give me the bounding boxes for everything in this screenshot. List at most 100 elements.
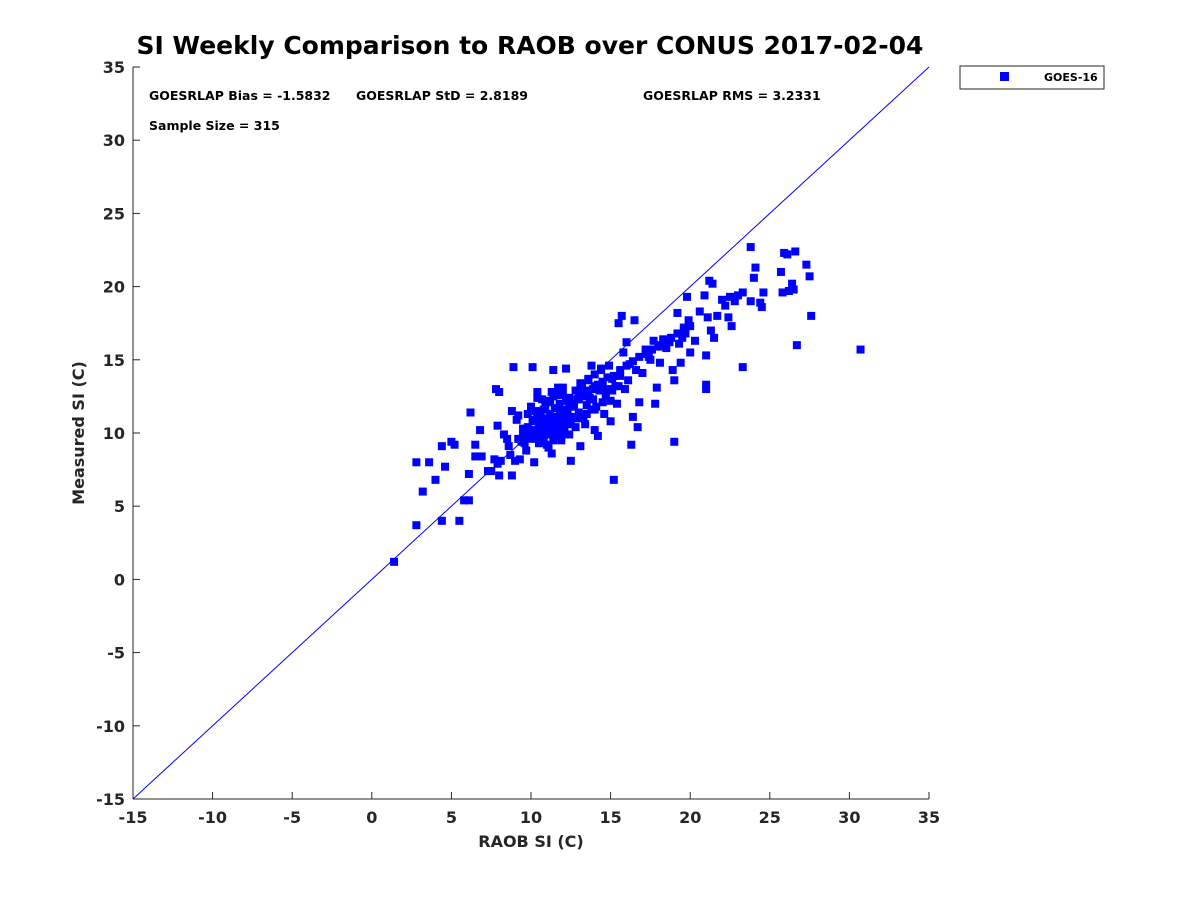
x-tick-label: 0 [366,808,377,827]
scatter-point [695,307,704,316]
scatter-point [528,415,537,424]
scatter-point [538,430,547,439]
scatter-point [412,458,421,467]
y-tick-label: 15 [103,351,125,370]
y-tick-label: -5 [107,644,125,663]
scatter-point [609,371,618,380]
scatter-point [721,301,730,310]
scatter-point [571,423,580,432]
scatter-point [746,243,755,252]
scatter-point [536,424,545,433]
scatter-point [702,380,711,389]
x-tick-label: 30 [838,808,860,827]
scatter-point [622,361,631,370]
scatter-point [547,388,556,397]
scatter-point [534,434,543,443]
scatter-point [493,421,502,430]
scatter-point [565,393,574,402]
scatter-point [574,395,583,404]
scatter-point [791,247,800,256]
scatter-point [617,311,626,320]
scatter-point [776,267,785,276]
scatter-point [598,398,607,407]
scatter-point [471,440,480,449]
scatter-point [450,440,459,449]
scatter-point [523,423,532,432]
scatter-point [702,351,711,360]
scatter-point [558,423,567,432]
scatter-point [651,399,660,408]
scatter-point [590,405,599,414]
scatter-point [654,341,663,350]
scatter-point [566,418,575,427]
scatter-point [533,408,542,417]
scatter-point [612,399,621,408]
scatter-point [702,385,711,394]
scatter-point [635,398,644,407]
legend-box [959,65,1105,90]
x-tick-label: 5 [446,808,457,827]
scatter-point [635,352,644,361]
scatter-point [630,316,639,325]
scatter-point [582,409,591,418]
scatter-point [706,326,715,335]
scatter-point [549,366,558,375]
scatter-point [673,329,682,338]
scatter-point [641,349,650,358]
plot-area: -15 -10 -5 0 5 10 15 20 25 30 35 -15 -10 -5 0 5 10 15 20 25… [96,58,940,827]
y-tick-label: 0 [114,570,125,589]
scatter-point [412,521,421,530]
x-tick-label: 15 [599,808,621,827]
scatter-point [584,388,593,397]
scatter-point [441,462,450,471]
scatter-point [555,399,564,408]
x-tick-label: -15 [119,808,148,827]
scatter-point [614,382,623,391]
scatter-point [595,386,604,395]
scatter-point [464,469,473,478]
scatter-point [530,458,539,467]
scatter-point [527,402,535,411]
scatter-point [514,411,523,420]
scatter-point [807,311,816,320]
scatter-point [528,363,537,372]
scatter-point [538,395,547,404]
scatter-point [566,456,575,465]
scatter-point [579,414,588,423]
scatter-point [802,260,811,269]
scatter-point [633,423,642,432]
y-tick-label: 30 [103,131,125,150]
scatter-point [627,440,636,449]
scatter-point [628,357,637,366]
scatter-point [757,303,766,312]
scatter-point [584,374,593,383]
scatter-point [512,415,521,424]
scatter-point [531,429,540,437]
scatter-point [683,292,692,301]
scatter-point [673,308,682,317]
scatter-point [558,390,567,399]
scatter-point [390,557,399,566]
scatter-point [670,376,679,385]
scatter-point [652,383,661,392]
scatter-point [665,338,674,347]
scatter-point [574,414,583,423]
scatter-point [542,430,551,439]
scatter-point [477,452,486,461]
scatter-point [569,399,578,408]
scatter-point [509,363,518,372]
scatter-point [609,475,618,484]
scatter-point [710,333,719,342]
scatter-point [718,295,727,304]
scatter-point [662,344,671,353]
scatter-point [751,263,760,272]
scatter-point [560,427,569,436]
scatter-point [552,431,561,440]
scatter-point [577,380,586,389]
scatter-point [606,417,615,426]
scatter-point [533,393,542,402]
scatter-point [624,376,633,385]
scatter-point [550,426,559,435]
scatter-point [511,456,520,465]
